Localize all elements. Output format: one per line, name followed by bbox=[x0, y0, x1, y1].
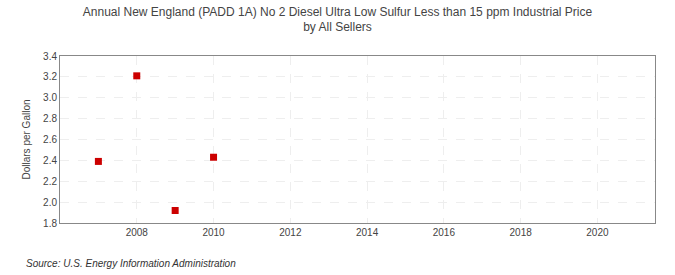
svg-text:1.8: 1.8 bbox=[43, 218, 57, 229]
svg-text:2012: 2012 bbox=[279, 227, 302, 238]
svg-text:2.6: 2.6 bbox=[43, 134, 57, 145]
svg-text:Annual New England (PADD 1A) N: Annual New England (PADD 1A) No 2 Diesel… bbox=[83, 5, 593, 35]
svg-text:2.8: 2.8 bbox=[43, 113, 57, 124]
svg-text:2014: 2014 bbox=[356, 227, 379, 238]
svg-text:3.2: 3.2 bbox=[43, 71, 57, 82]
svg-text:Source: U.S. Energy Informatio: Source: U.S. Energy Information Administ… bbox=[26, 258, 236, 269]
svg-text:2.0: 2.0 bbox=[43, 197, 57, 208]
svg-text:2010: 2010 bbox=[202, 227, 225, 238]
svg-text:2020: 2020 bbox=[586, 227, 609, 238]
svg-text:2016: 2016 bbox=[433, 227, 456, 238]
svg-text:2.2: 2.2 bbox=[43, 176, 57, 187]
svg-text:3.4: 3.4 bbox=[43, 51, 57, 62]
svg-text:Dollars per Gallon: Dollars per Gallon bbox=[21, 99, 32, 179]
svg-text:2.4: 2.4 bbox=[43, 155, 57, 166]
svg-text:2018: 2018 bbox=[510, 227, 533, 238]
svg-text:3.0: 3.0 bbox=[43, 92, 57, 103]
svg-text:2008: 2008 bbox=[126, 227, 149, 238]
